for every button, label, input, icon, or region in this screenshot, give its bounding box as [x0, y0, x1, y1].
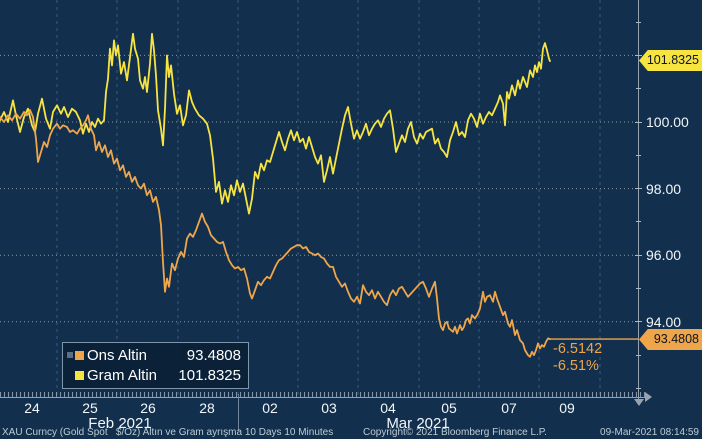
x-axis-day-label: 07: [501, 400, 517, 416]
net-change-label: -6.5142: [553, 341, 603, 357]
y-axis-minor-tick: [636, 88, 641, 90]
legend-item-ons: Ons Altin 93.4808: [67, 345, 241, 365]
x-axis-day-label: 02: [262, 400, 278, 416]
month-separator: [238, 394, 239, 431]
x-axis-day-label: 26: [140, 400, 156, 416]
y-axis-label: 98.00: [646, 180, 682, 197]
y-axis-tick: [635, 321, 642, 323]
ons-last-price-badge: 93.4808: [639, 329, 702, 350]
legend-label-ons: Ons Altin: [87, 346, 148, 364]
y-axis-tick: [635, 54, 642, 56]
footer-copyright: Copyright© 2021 Bloomberg Finance L.P.: [363, 427, 547, 438]
x-axis-day-label: 04: [380, 400, 396, 416]
ons-altin-line: [0, 109, 551, 358]
month-label-mar: Mar 2021: [386, 415, 450, 432]
y-axis-label: 94.00: [646, 313, 682, 330]
y-axis-minor-tick: [636, 387, 641, 389]
y-axis-minor-tick: [636, 288, 641, 289]
x-axis-day-label: 03: [321, 400, 337, 416]
footer-security-description: XAU Curncy (Gold Spot $/Oz) Altın ve Gra…: [2, 427, 334, 438]
y-axis-arrow-icon: [634, 399, 644, 406]
y-axis-line: [638, 0, 639, 400]
y-axis-tick: [635, 121, 642, 123]
footer-timestamp: 09-Mar-2021 08:14:59: [600, 427, 699, 438]
x-axis-day-label: 25: [82, 400, 98, 416]
y-axis-tick: [635, 254, 642, 256]
legend-spacer: [67, 375, 75, 376]
x-axis-arrow-icon: [645, 392, 652, 402]
change-annotation: -6.5142 -6.51%: [553, 341, 602, 375]
y-axis-tick: [635, 188, 642, 190]
gram-altin-line: [0, 32, 551, 215]
x-axis-day-label: 09: [559, 400, 575, 416]
y-axis-minor-tick: [636, 221, 641, 223]
month-label-feb: Feb 2021: [88, 415, 152, 432]
y-axis-minor-tick: [636, 21, 641, 23]
gram-last-price-badge: 101.8325: [639, 50, 702, 71]
x-axis-day-label: 28: [199, 400, 215, 416]
x-axis-day-label: 05: [441, 400, 457, 416]
x-axis-tick-strip: [0, 392, 645, 398]
legend-panel[interactable]: Ons Altin 93.4808 Gram Altin 101.8325: [62, 342, 249, 389]
y-axis-label: 96.00: [646, 247, 682, 264]
legend-value-ons: 93.4808: [186, 346, 241, 364]
plot-area[interactable]: [0, 0, 640, 397]
x-axis-day-label: 24: [24, 400, 40, 416]
y-axis-minor-tick: [636, 354, 641, 356]
gram-series-marker-icon: [75, 370, 84, 380]
y-axis-minor-tick: [636, 154, 641, 156]
ons-series-marker-icon: [75, 350, 84, 360]
y-axis-label: 100.00: [646, 114, 689, 130]
legend-label-gram: Gram Altin: [87, 366, 158, 384]
legend-value-gram: 101.8325: [178, 366, 241, 384]
legend-item-gram: Gram Altin 101.8325: [67, 365, 241, 385]
legend-handle-icon: [67, 352, 73, 358]
pct-change-label: -6.51%: [553, 358, 599, 374]
